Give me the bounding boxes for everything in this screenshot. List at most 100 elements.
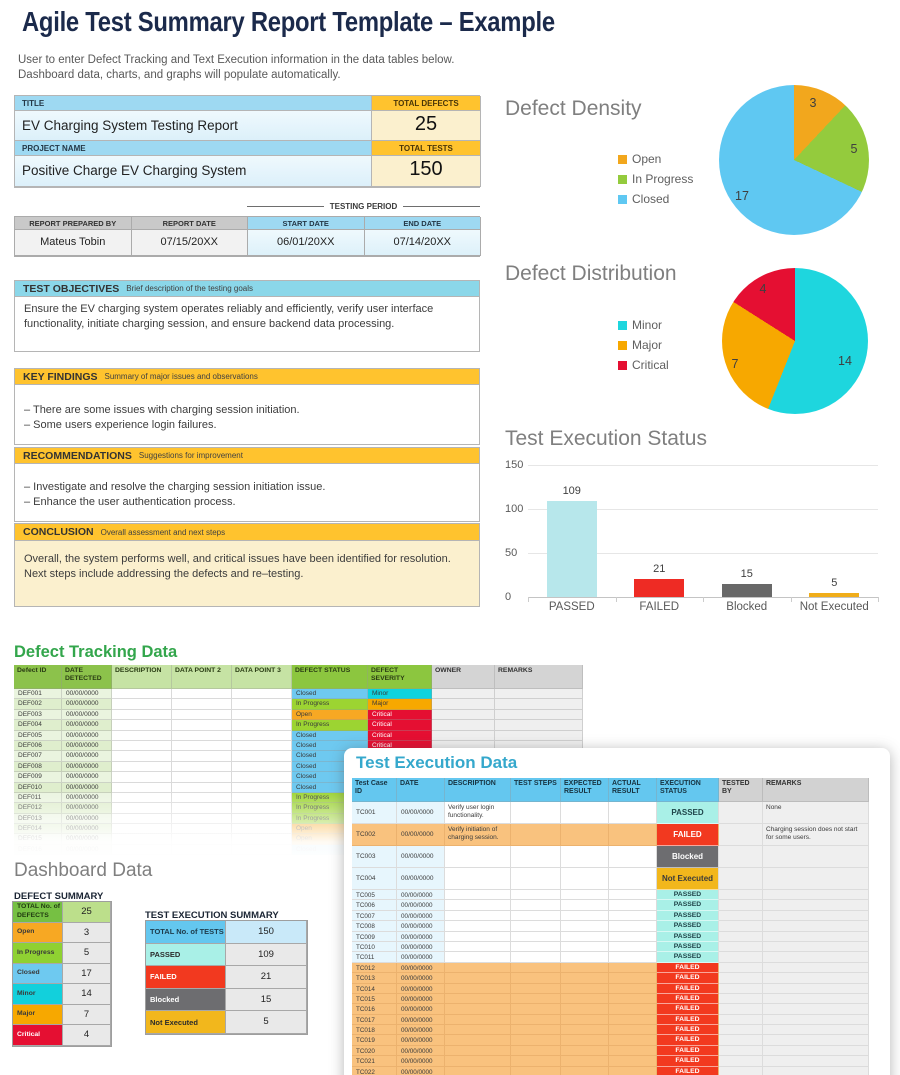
cell-date[interactable]: 00/00/0000 (397, 1014, 445, 1026)
cell-test-case-id[interactable]: TC016 (352, 1004, 397, 1015)
cell-actual-result[interactable] (609, 910, 657, 922)
cell-defect-id[interactable]: DEF006 (14, 740, 62, 752)
cell-empty[interactable] (172, 720, 232, 731)
cell-empty[interactable] (112, 689, 172, 700)
cell-remarks[interactable] (495, 730, 583, 741)
summary-value-cell[interactable]: 3 (63, 922, 111, 943)
cell-remarks[interactable] (763, 973, 869, 984)
cell-remarks[interactable] (763, 941, 869, 953)
summary-value-cell[interactable]: 15 (226, 988, 307, 1012)
cell-empty[interactable] (232, 761, 292, 773)
cell-remarks[interactable]: Charging session does not start for some… (763, 824, 869, 846)
cell-defect-severity[interactable]: Critical (368, 730, 432, 741)
cell-remarks[interactable] (763, 993, 869, 1005)
cell-test-steps[interactable] (511, 1045, 561, 1057)
project-name-value-cell[interactable]: Positive Charge EV Charging System (15, 156, 372, 187)
cell-empty[interactable] (172, 740, 232, 752)
cell-expected-result[interactable] (561, 931, 609, 942)
cell-date[interactable]: 00/00/0000 (397, 993, 445, 1005)
cell-date[interactable]: 00/00/0000 (397, 802, 445, 824)
cell-date[interactable]: 00/00/0000 (397, 1066, 445, 1075)
cell-tested-by[interactable] (719, 993, 763, 1005)
cell-remarks[interactable] (763, 910, 869, 922)
cell-test-case-id[interactable]: TC007 (352, 910, 397, 922)
cell-test-steps[interactable] (511, 1066, 561, 1075)
cell-tested-by[interactable] (719, 921, 763, 932)
cell-expected-result[interactable] (561, 1025, 609, 1036)
cell-test-case-id[interactable]: TC022 (352, 1066, 397, 1075)
cell-tested-by[interactable] (719, 846, 763, 868)
cell-description[interactable] (445, 962, 511, 974)
cell-actual-result[interactable] (609, 973, 657, 984)
cell-date-detected[interactable]: 00/00/0000 (62, 751, 112, 762)
cell-expected-result[interactable] (561, 1004, 609, 1015)
cell-empty[interactable] (112, 730, 172, 741)
cell-expected-result[interactable] (561, 1056, 609, 1067)
cell-expected-result[interactable] (561, 973, 609, 984)
summary-value-cell[interactable]: 150 (226, 921, 307, 944)
cell-description[interactable] (445, 1004, 511, 1015)
cell-test-case-id[interactable]: TC010 (352, 941, 397, 953)
cell-execution-status[interactable]: Not Executed (657, 868, 719, 890)
cell-actual-result[interactable] (609, 846, 657, 868)
cell-execution-status[interactable]: PASSED (657, 890, 719, 901)
cell-test-steps[interactable] (511, 910, 561, 922)
cell-tested-by[interactable] (719, 1004, 763, 1015)
cell-date[interactable]: 00/00/0000 (397, 1045, 445, 1057)
cell-test-steps[interactable] (511, 868, 561, 890)
cell-execution-status[interactable]: PASSED (657, 921, 719, 932)
cell-execution-status[interactable]: Blocked (657, 846, 719, 868)
total-defects-value-cell[interactable]: 25 (372, 111, 481, 141)
cell-test-case-id[interactable]: TC005 (352, 890, 397, 901)
cell-defect-status[interactable]: In Progress (292, 699, 368, 710)
cell-date-detected[interactable]: 00/00/0000 (62, 720, 112, 731)
cell-execution-status[interactable]: FAILED (657, 1035, 719, 1046)
cell-empty[interactable] (232, 699, 292, 710)
cell-empty[interactable] (232, 730, 292, 741)
cell-execution-status[interactable]: PASSED (657, 910, 719, 922)
cell-test-steps[interactable] (511, 802, 561, 824)
cell-owner[interactable] (432, 709, 495, 721)
cell-execution-status[interactable]: FAILED (657, 1004, 719, 1015)
cell-remarks[interactable] (495, 709, 583, 721)
cell-owner[interactable] (432, 720, 495, 731)
recommendations-body[interactable]: – Investigate and resolve the charging s… (14, 464, 480, 522)
cell-empty[interactable] (172, 689, 232, 700)
cell-empty[interactable] (172, 699, 232, 710)
cell-defect-severity[interactable]: Major (368, 699, 432, 710)
cell-actual-result[interactable] (609, 802, 657, 824)
cell-date-detected[interactable]: 00/00/0000 (62, 740, 112, 752)
cell-execution-status[interactable]: FAILED (657, 973, 719, 984)
cell-actual-result[interactable] (609, 1014, 657, 1026)
cell-expected-result[interactable] (561, 802, 609, 824)
cell-remarks[interactable] (763, 962, 869, 974)
cell-defect-id[interactable]: DEF001 (14, 689, 62, 700)
cell-execution-status[interactable]: FAILED (657, 1056, 719, 1067)
cell-defect-id[interactable]: DEF004 (14, 720, 62, 731)
cell-tested-by[interactable] (719, 890, 763, 901)
cell-empty[interactable] (172, 772, 232, 783)
cell-description[interactable]: Verify initiation of charging session. (445, 824, 511, 846)
cell-tested-by[interactable] (719, 868, 763, 890)
cell-date[interactable]: 00/00/0000 (397, 910, 445, 922)
cell-owner[interactable] (432, 730, 495, 741)
cell-defect-status[interactable]: Closed (292, 689, 368, 700)
cell-test-case-id[interactable]: TC003 (352, 846, 397, 868)
cell-test-case-id[interactable]: TC021 (352, 1056, 397, 1067)
cell-tested-by[interactable] (719, 952, 763, 963)
cell-test-case-id[interactable]: TC011 (352, 952, 397, 963)
cell-execution-status[interactable]: FAILED (657, 1066, 719, 1075)
cell-empty[interactable] (172, 751, 232, 762)
cell-test-steps[interactable] (511, 846, 561, 868)
cell-remarks[interactable] (763, 1045, 869, 1057)
cell-empty[interactable] (112, 709, 172, 721)
title-value-cell[interactable]: EV Charging System Testing Report (15, 111, 372, 141)
cell-actual-result[interactable] (609, 1045, 657, 1057)
cell-actual-result[interactable] (609, 952, 657, 963)
cell-date-detected[interactable]: 00/00/0000 (62, 761, 112, 773)
cell-tested-by[interactable] (719, 962, 763, 974)
cell-execution-status[interactable]: FAILED (657, 983, 719, 994)
cell-date-detected[interactable]: 00/00/0000 (62, 699, 112, 710)
cell-actual-result[interactable] (609, 1004, 657, 1015)
cell-date[interactable]: 00/00/0000 (397, 846, 445, 868)
